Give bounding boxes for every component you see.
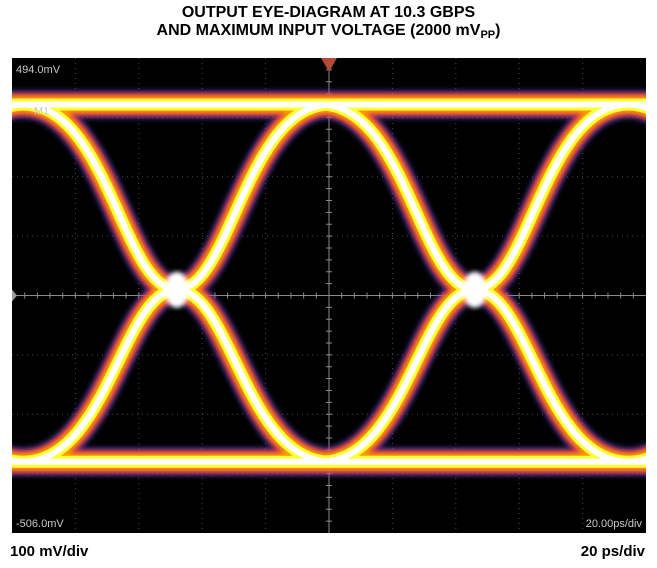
chart-title-line1: OUTPUT EYE-DIAGRAM AT 10.3 GBPS (181, 4, 476, 21)
chart-title-subscript: PP (480, 29, 496, 41)
chart-title-text: AND MAXIMUM INPUT VOLTAGE (2000 mV (156, 22, 481, 39)
trigger-marker-icon (321, 58, 337, 72)
eye-traces (12, 89, 646, 477)
eye-diagram-plot: 494.0mV -506.0mV 20.00ps/div M1 (12, 58, 646, 533)
horizontal-scale-label: 20 ps/div (580, 543, 645, 560)
scope-bottom-voltage: -506.0mV (16, 518, 64, 530)
crossing-point (164, 271, 189, 308)
ground-marker-icon (12, 289, 17, 302)
vertical-scale-label: 100 mV/div (10, 543, 89, 560)
chart-title-close: ) (495, 22, 501, 39)
scope-timebase: 20.00ps/div (586, 518, 643, 530)
scope-marker-label: M1 (34, 106, 49, 118)
scope-top-voltage: 494.0mV (16, 64, 61, 76)
crossing-point (462, 271, 487, 308)
oscilloscope-screen: 494.0mV -506.0mV 20.00ps/div M1 (12, 58, 646, 533)
scope-labels: 494.0mV -506.0mV 20.00ps/div M1 (12, 58, 642, 530)
chart-title-line2: AND MAXIMUM INPUT VOLTAGE (2000 mVPP) (0, 21, 657, 41)
